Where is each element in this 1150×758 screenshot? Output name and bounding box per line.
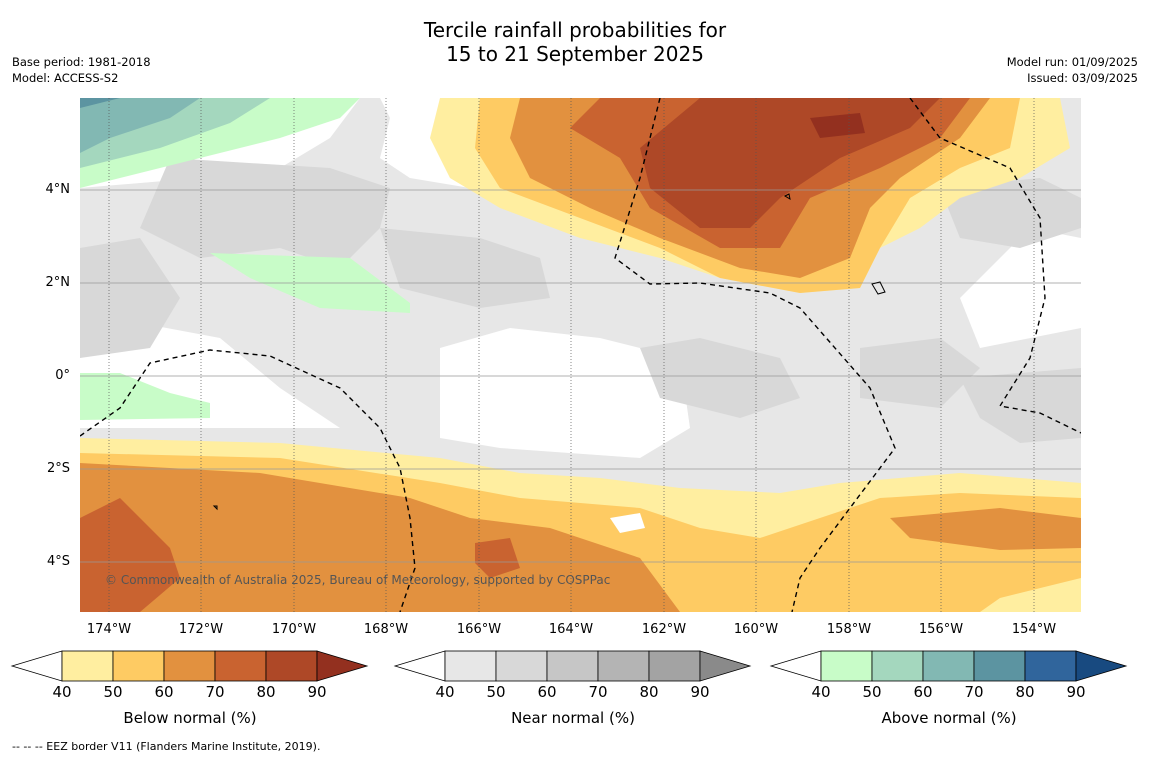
colorbar-label-above: Above normal (%) [881,709,1017,727]
colorbar-above-bin [973,650,1026,682]
model-name: Model: ACCESS-S2 [12,71,119,85]
region-grey-50-f [960,368,1081,443]
lat-label-2n: 2°N [45,275,71,290]
region-grey-50-a [140,158,390,268]
colorbar-below-bin [214,650,267,682]
colorbar-near-tick: 70 [588,683,608,701]
lon-label-170w: 170°W [271,622,317,637]
latitude-lines [80,189,1081,563]
title-line-2: 15 to 21 September 2025 [446,42,704,66]
region-white-south-hole [610,513,645,533]
colorbar-below-normal [10,650,369,682]
lat-label-4s: 4°S [46,554,70,569]
base-period: Base period: 1981-2018 [12,55,151,69]
copyright-text: © Commonwealth of Australia 2025, Bureau… [105,573,610,587]
lat-label-4n: 4°N [45,182,71,197]
issued-date: Issued: 03/09/2025 [1027,71,1138,85]
colorbar-above-bin [871,650,924,682]
islands [212,193,886,511]
colorbar-near-bin [546,650,599,682]
colorbar-near-tick: 90 [690,683,710,701]
colorbar-below-tick: 90 [307,683,327,701]
colorbar-below-tick: 40 [52,683,72,701]
region-above-70-nw [80,98,120,108]
region-above-40-west [80,373,210,420]
eez-borders [80,98,1081,612]
colorbar-below-over-arrow [316,650,369,682]
map-title: Tercile rainfall probabilities for 15 to… [0,18,1150,66]
colorbar-above-bin [1024,650,1077,682]
probability-map: © Commonwealth of Australia 2025, Bureau… [80,98,1081,612]
region-below-70-south [80,498,180,612]
colorbar-near-under-arrow [393,650,446,682]
colorbar-above-tick: 90 [1066,683,1086,701]
lon-label-156w: 156°W [918,622,964,637]
colorbar-below-under-arrow [10,650,63,682]
region-grey-50-c [80,238,180,358]
region-grey-50-d [860,338,980,408]
colorbar-below-tick: 60 [154,683,174,701]
colorbar-near-normal [393,650,752,682]
colorbar-below-bin [163,650,216,682]
region-below-70-south-b [475,538,520,578]
model-run: Model run: 01/09/2025 [1006,55,1138,69]
lon-label-172w: 172°W [178,622,224,637]
colorbar-below-bin [61,650,114,682]
lon-label-160w: 160°W [733,622,779,637]
base-period-info: Base period: 1981-2018 Model: ACCESS-S2 [12,54,151,86]
colorbar-near-over-arrow [699,650,752,682]
region-below-60-south [80,463,680,612]
lon-label-168w: 168°W [363,622,409,637]
colorbar-above-tick: 70 [964,683,984,701]
region-below-80-north [640,98,940,228]
region-below-60-east [890,508,1081,550]
colorbar-near-tick: 40 [435,683,455,701]
colorbar-above-bin [922,650,975,682]
colorbar-below-tick: 70 [205,683,225,701]
colorbar-label-near: Near normal (%) [511,709,635,727]
colorbar-above-over-arrow [1075,650,1128,682]
region-white-central [440,328,690,458]
lat-label-2s: 2°S [46,461,70,476]
colorbar-near-tick: 80 [639,683,659,701]
lon-label-174w: 174°W [86,622,132,637]
colorbar-strip [10,650,1128,682]
colorbar-near-tick: 50 [486,683,506,701]
colorbar-above-tick: 40 [811,683,831,701]
lat-label-0: 0° [55,368,70,383]
colorbar-below-tick: 80 [256,683,276,701]
region-grey-50-g [640,338,800,418]
colorbar-above-tick: 50 [862,683,882,701]
title-line-1: Tercile rainfall probabilities for [423,18,727,42]
colorbar-near-bin [444,650,497,682]
colorbar-below-tick: 50 [103,683,123,701]
model-run-info: Model run: 01/09/2025 Issued: 03/09/2025 [1007,54,1138,86]
region-below-90-north [810,113,865,138]
colorbar-below-bin [112,650,165,682]
colorbar-above-bin [820,650,873,682]
region-above-60-nw [80,98,200,153]
colorbar-near-tick: 60 [537,683,557,701]
lon-label-154w: 154°W [1011,622,1057,637]
region-white-east [960,228,1081,348]
colorbar-label-below: Below normal (%) [123,709,257,727]
region-grey-50-b [380,228,550,308]
lon-label-164w: 164°W [548,622,594,637]
lon-label-162w: 162°W [641,622,687,637]
region-grey-50-e [940,178,1081,248]
colorbar-above-tick: 80 [1015,683,1035,701]
eez-footnote: -- -- -- EEZ border V11 (Flanders Marine… [12,740,321,753]
colorbar-above-tick: 60 [913,683,933,701]
colorbar-below-bin [265,650,318,682]
colorbar-above-normal [769,650,1128,682]
colorbar-above-under-arrow [769,650,822,682]
lon-label-158w: 158°W [826,622,872,637]
colorbar-near-bin [597,650,650,682]
colorbar-near-bin [648,650,701,682]
lon-label-166w: 166°W [456,622,502,637]
colorbar-near-bin [495,650,548,682]
